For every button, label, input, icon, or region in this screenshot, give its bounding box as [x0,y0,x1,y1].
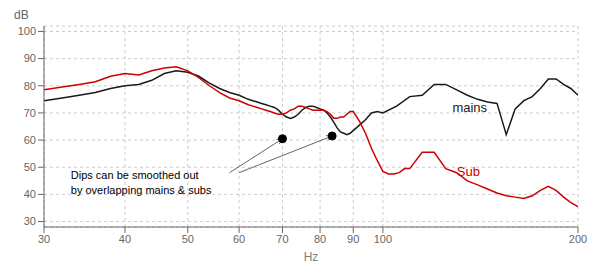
html-text:dB: dB [14,8,29,22]
svg-text:30: 30 [38,233,50,245]
svg-text:80: 80 [314,233,326,245]
svg-text:40: 40 [119,233,131,245]
svg-text:70: 70 [24,107,36,119]
svg-text:100: 100 [18,25,36,37]
svg-text:200: 200 [569,233,587,245]
svg-text:Dips can be smoothed outby ove: Dips can be smoothed outby overlapping m… [71,169,212,196]
svg-text:30: 30 [24,215,36,227]
svg-text:90: 90 [24,52,36,64]
svg-text:60: 60 [24,134,36,146]
svg-text:Hz: Hz [304,250,319,263]
svg-text:Sub: Sub [457,164,480,179]
svg-text:60: 60 [233,233,245,245]
svg-text:mains: mains [452,100,487,115]
svg-text:90: 90 [347,233,359,245]
svg-text:80: 80 [24,80,36,92]
svg-text:40: 40 [24,188,36,200]
svg-text:50: 50 [182,233,194,245]
svg-text:50: 50 [24,161,36,173]
svg-text:70: 70 [276,233,288,245]
svg-text:100: 100 [374,233,392,245]
